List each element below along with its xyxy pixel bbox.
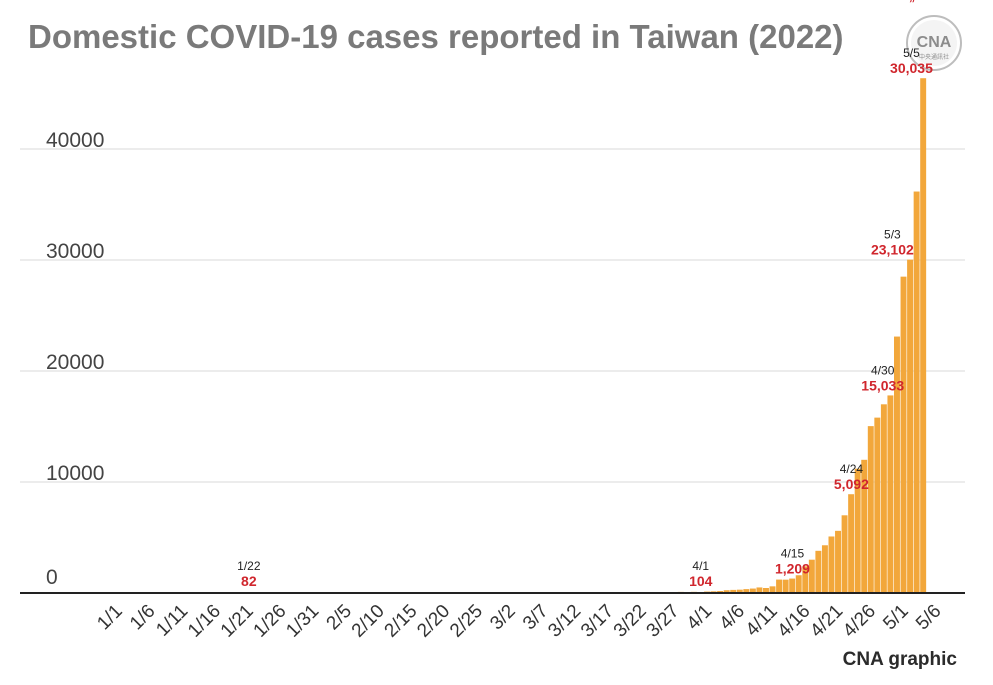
bar xyxy=(913,191,920,593)
bar xyxy=(749,588,756,593)
y-tick-label: 20000 xyxy=(46,351,104,374)
x-tick-label: 2/25 xyxy=(446,601,487,642)
bar xyxy=(835,530,841,593)
bar xyxy=(821,545,828,593)
annotation-date: 5/3 xyxy=(884,228,901,242)
bar xyxy=(730,589,737,593)
y-tick-label: 40000 xyxy=(46,129,104,152)
x-tick-label: 1/21 xyxy=(217,601,258,642)
credit-label: CNA graphic xyxy=(842,649,957,670)
x-tick-label: 3/22 xyxy=(610,601,651,642)
y-axis-tick-labels: 0 10000 20000 30000 40000 xyxy=(46,129,104,589)
bar xyxy=(789,578,796,593)
bar-series xyxy=(114,78,927,593)
annotation-date: 5/7 xyxy=(947,0,964,3)
annotation-date: 4/30 xyxy=(871,363,895,377)
cna-logo-graphic: CNA 中央通訊社 xyxy=(906,15,962,71)
bar xyxy=(848,494,855,593)
logo-text: CNA xyxy=(917,34,952,51)
bar xyxy=(743,589,750,593)
annotation-value: 15,033 xyxy=(861,377,904,393)
x-tick-label: 2/20 xyxy=(413,601,454,642)
x-tick-label: 1/1 xyxy=(93,601,127,635)
y-tick-label: 0 xyxy=(46,566,58,589)
bar xyxy=(841,515,848,593)
bar xyxy=(756,587,763,593)
annotation-date: 5/5 xyxy=(903,46,920,60)
bar xyxy=(769,586,776,593)
x-tick-label: 1/16 xyxy=(184,601,225,642)
logo-subtext: 中央通訊社 xyxy=(919,53,949,61)
bar xyxy=(723,590,730,593)
bar xyxy=(828,536,835,593)
x-tick-label: 1/26 xyxy=(250,601,291,642)
x-tick-label: 3/12 xyxy=(544,601,585,642)
cna-logo-icon: CNA 中央通訊社 xyxy=(905,14,963,72)
x-tick-label: 3/17 xyxy=(577,601,618,642)
bar xyxy=(854,468,861,593)
annotation-date: 4/1 xyxy=(692,559,709,573)
y-tick-label: 30000 xyxy=(46,240,104,263)
bar xyxy=(795,575,802,593)
annotation-value: 30,035 xyxy=(890,60,933,76)
x-tick-label: 4/16 xyxy=(774,601,815,642)
bar xyxy=(887,395,894,593)
x-tick-label: 4/1 xyxy=(683,601,717,635)
x-tick-label: 4/26 xyxy=(839,601,880,642)
annotation-value: 104 xyxy=(689,573,713,589)
annotation-value: 5,092 xyxy=(834,476,869,492)
bar xyxy=(874,417,881,593)
chart-title: Domestic COVID-19 cases reported in Taiw… xyxy=(28,18,844,55)
bar xyxy=(867,426,874,593)
bar xyxy=(815,550,822,593)
x-tick-label: 3/2 xyxy=(486,601,520,635)
annotation-value: 82 xyxy=(241,573,257,589)
x-tick-label: 5/6 xyxy=(912,601,946,635)
bar xyxy=(907,259,914,593)
annotation-date: 4/15 xyxy=(781,547,805,561)
bar xyxy=(920,78,927,593)
annotation-date: 4/24 xyxy=(840,462,864,476)
bar xyxy=(894,336,900,593)
annotation-value: 1,209 xyxy=(775,561,810,577)
bar xyxy=(736,589,743,593)
bar xyxy=(776,579,783,593)
bar xyxy=(861,459,868,593)
bar xyxy=(763,588,769,593)
bar xyxy=(808,559,815,593)
gridlines xyxy=(20,148,965,483)
x-tick-label: 2/15 xyxy=(381,601,422,642)
annotation-date: 1/22 xyxy=(237,559,261,573)
x-tick-label: 3/27 xyxy=(643,601,684,642)
x-tick-label: 5/1 xyxy=(879,601,913,635)
annotation-value: 23,102 xyxy=(871,242,914,258)
annotation-value: 36,168 xyxy=(893,0,936,3)
bar xyxy=(880,404,887,593)
x-tick-label: 2/10 xyxy=(348,601,389,642)
x-tick-label: 4/21 xyxy=(806,601,847,642)
x-axis-tick-labels: 1/1 1/61/111/161/211/261/31 2/52/102/152/2… xyxy=(93,601,945,642)
bar xyxy=(900,276,907,593)
bar xyxy=(802,566,809,593)
y-tick-label: 10000 xyxy=(46,462,104,485)
x-tick-label: 1/11 xyxy=(152,601,192,641)
x-tick-label: 1/31 xyxy=(282,601,323,642)
annotation-value: 46,377 xyxy=(896,0,939,3)
x-tick-label: 4/11 xyxy=(742,601,782,641)
bar xyxy=(782,579,789,593)
